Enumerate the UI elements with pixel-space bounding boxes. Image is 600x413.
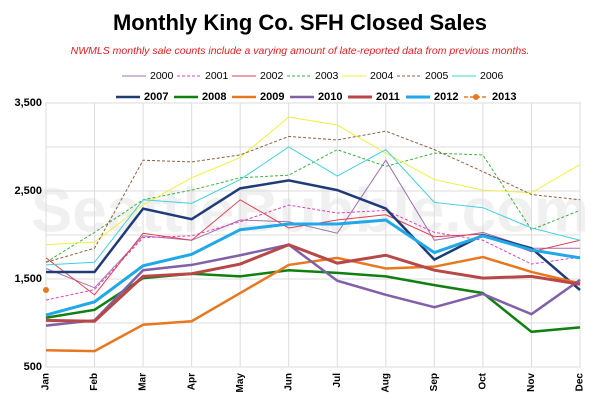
series-line [45, 159, 580, 289]
legend-label: 2001 [205, 70, 229, 82]
x-tick-label: Aug [380, 373, 391, 392]
series-line [45, 218, 581, 317]
x-tick-label: Apr [186, 373, 197, 390]
series-marker [43, 287, 49, 293]
x-tick-label: Nov [526, 373, 537, 392]
series-line [45, 146, 581, 266]
legend-label: 2005 [425, 70, 449, 82]
legend-label: 2009 [260, 91, 284, 103]
legend-label: 2012 [434, 91, 458, 103]
legend-label: 2006 [480, 70, 504, 82]
x-tick-label: Sep [429, 373, 440, 391]
series-line [45, 204, 581, 301]
legend-label: 2004 [370, 70, 394, 82]
x-tick-label: Mar [138, 373, 149, 391]
x-tick-label: Dec [575, 373, 586, 392]
legend-label: 2002 [260, 70, 284, 82]
legend-label: 2013 [492, 91, 516, 103]
y-tick-label: 3,500 [14, 97, 42, 109]
series-line [45, 243, 581, 323]
x-tick-label: May [235, 373, 246, 393]
legend-label: 2000 [150, 70, 174, 82]
chart-title: Monthly King Co. SFH Closed Sales [113, 10, 487, 35]
x-tick-label: Jun [283, 373, 294, 391]
legend-label: 2011 [376, 91, 400, 103]
x-tick-label: Jan [41, 373, 52, 390]
chart-subtitle: NWMLS monthly sale counts include a vary… [71, 45, 530, 57]
x-tick-label: Jul [332, 373, 343, 388]
y-tick-label: 2,500 [14, 185, 42, 197]
y-tick-label: 500 [24, 361, 42, 373]
series-line [45, 243, 581, 327]
y-tick-label: 1,500 [14, 273, 42, 285]
series-line [45, 149, 581, 263]
x-tick-label: Feb [89, 373, 100, 391]
series-line [45, 130, 581, 263]
legend-label: 2010 [318, 91, 342, 103]
legend-label: 2008 [202, 91, 226, 103]
legend-label: 2007 [144, 91, 168, 103]
x-tick-label: Oct [478, 372, 489, 389]
legend-label: 2003 [315, 70, 339, 82]
legend-marker [473, 94, 479, 100]
series-line [45, 116, 581, 246]
